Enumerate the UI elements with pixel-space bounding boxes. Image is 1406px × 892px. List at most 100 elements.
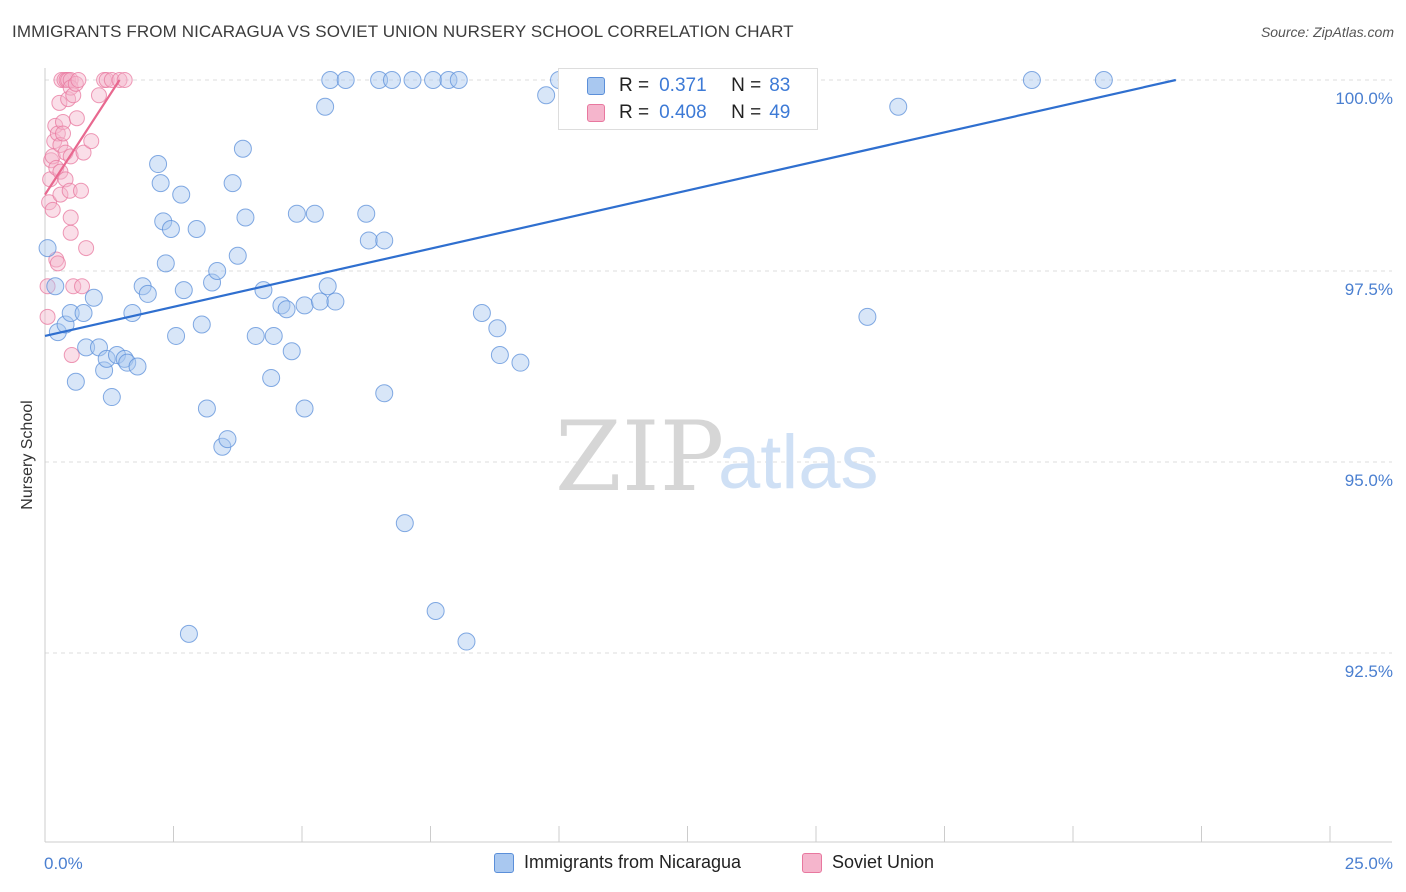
nicaragua-point	[187, 219, 206, 238]
nicaragua-point	[316, 97, 335, 116]
legend-row-nicaragua: R = 0.371 N = 83	[559, 73, 790, 99]
x-tick-label: 0.0%	[44, 854, 83, 873]
soviet-union-point	[75, 144, 92, 161]
watermark-zip: ZIP	[555, 401, 724, 513]
legend-r-label: R =	[619, 102, 650, 123]
x-tick-label: 25.0%	[1345, 854, 1393, 873]
axes	[44, 68, 1392, 843]
soviet-union-point	[39, 308, 56, 325]
nicaragua-point	[77, 338, 96, 357]
nicaragua-point	[179, 624, 198, 643]
nicaragua-point	[287, 204, 306, 223]
soviet-union-trendline	[44, 79, 121, 196]
soviet-union-point	[65, 278, 82, 295]
soviet-union-point	[72, 182, 89, 199]
soviet-union-point	[54, 125, 71, 142]
nicaragua-point	[375, 384, 394, 403]
nicaragua-point	[858, 307, 877, 326]
soviet-union-point	[52, 186, 69, 203]
nicaragua-point	[208, 262, 227, 280]
legend-swatch-pink	[587, 104, 605, 122]
nicaragua-point	[56, 315, 75, 334]
soviet-union-point	[68, 110, 85, 127]
legend-r-label: R =	[619, 75, 650, 96]
nicaragua-point	[310, 292, 329, 311]
legend-item-soviet: Soviet Union	[802, 852, 934, 873]
watermark-atlas: atlas	[718, 420, 879, 505]
legend-n-value: 83	[769, 75, 791, 96]
nicaragua-points	[38, 71, 1113, 651]
y-tick-label: 100.0%	[1335, 89, 1393, 108]
nicaragua-point	[1094, 71, 1113, 89]
soviet-union-point	[83, 133, 100, 150]
nicaragua-point	[370, 71, 389, 89]
nicaragua-point	[228, 246, 247, 265]
nicaragua-point	[151, 174, 170, 193]
nicaragua-point	[277, 300, 296, 319]
nicaragua-point	[403, 71, 422, 89]
nicaragua-point	[262, 368, 281, 387]
legend-n-label: N =	[731, 102, 762, 123]
nicaragua-point	[336, 71, 355, 89]
legend-swatch-blue	[587, 77, 605, 95]
legend-row-soviet: R = 0.408 N = 49	[559, 100, 790, 126]
nicaragua-point	[305, 204, 324, 223]
legend-n-value: 49	[769, 102, 791, 123]
nicaragua-point	[488, 319, 507, 338]
nicaragua-point	[375, 231, 394, 250]
nicaragua-point	[236, 208, 255, 227]
nicaragua-point	[326, 292, 345, 311]
nicaragua-point	[246, 326, 265, 345]
chart-title: IMMIGRANTS FROM NICARAGUA VS SOVIET UNIO…	[12, 22, 794, 41]
soviet-union-point	[116, 72, 133, 88]
nicaragua-point	[46, 277, 65, 296]
legend-r-value: 0.408	[659, 102, 707, 123]
nicaragua-point	[161, 219, 180, 238]
nicaragua-point	[66, 372, 85, 391]
nicaragua-point	[382, 71, 401, 89]
nicaragua-trendline	[44, 78, 1177, 338]
nicaragua-point	[318, 277, 337, 296]
nicaragua-point	[192, 315, 211, 334]
nicaragua-point	[264, 326, 283, 345]
watermark: ZIP atlas	[555, 401, 879, 513]
nicaragua-point	[457, 632, 476, 651]
soviet-union-point	[61, 182, 78, 199]
tick-labels: 92.5% 95.0% 97.5% 100.0% 0.0% 25.0%	[44, 89, 1393, 873]
soviet-union-point	[78, 240, 95, 257]
nicaragua-point	[174, 281, 193, 300]
nicaragua-point	[472, 304, 491, 323]
nicaragua-point	[84, 288, 103, 307]
legend-swatch-blue	[494, 852, 514, 873]
soviet-union-point	[62, 209, 79, 226]
legend-label: Immigrants from Nicaragua	[524, 852, 742, 872]
nicaragua-point	[197, 399, 216, 418]
soviet-union-point	[74, 278, 91, 295]
legend-r-value: 0.371	[659, 75, 707, 96]
nicaragua-point	[167, 326, 186, 345]
soviet-union-point	[39, 278, 56, 295]
y-tick-label: 97.5%	[1345, 280, 1393, 299]
nicaragua-point	[38, 239, 57, 258]
nicaragua-point	[439, 71, 458, 89]
nicaragua-point	[95, 361, 114, 380]
nicaragua-point	[123, 304, 142, 323]
trendlines	[44, 78, 1177, 338]
gridlines	[45, 79, 1392, 654]
nicaragua-point	[102, 388, 121, 407]
nicaragua-point	[156, 254, 175, 273]
nicaragua-point	[172, 185, 191, 204]
y-tick-label: 95.0%	[1345, 471, 1393, 490]
nicaragua-point	[449, 71, 468, 89]
soviet-union-point	[49, 255, 66, 272]
nicaragua-point	[889, 97, 908, 116]
soviet-union-point	[63, 347, 80, 364]
soviet-union-point	[90, 87, 107, 104]
nicaragua-point	[154, 212, 173, 231]
nicaragua-point	[233, 139, 252, 158]
soviet-union-point	[62, 224, 79, 241]
soviet-union-point	[51, 94, 68, 111]
nicaragua-point	[490, 346, 509, 365]
soviet-union-point	[98, 72, 115, 88]
